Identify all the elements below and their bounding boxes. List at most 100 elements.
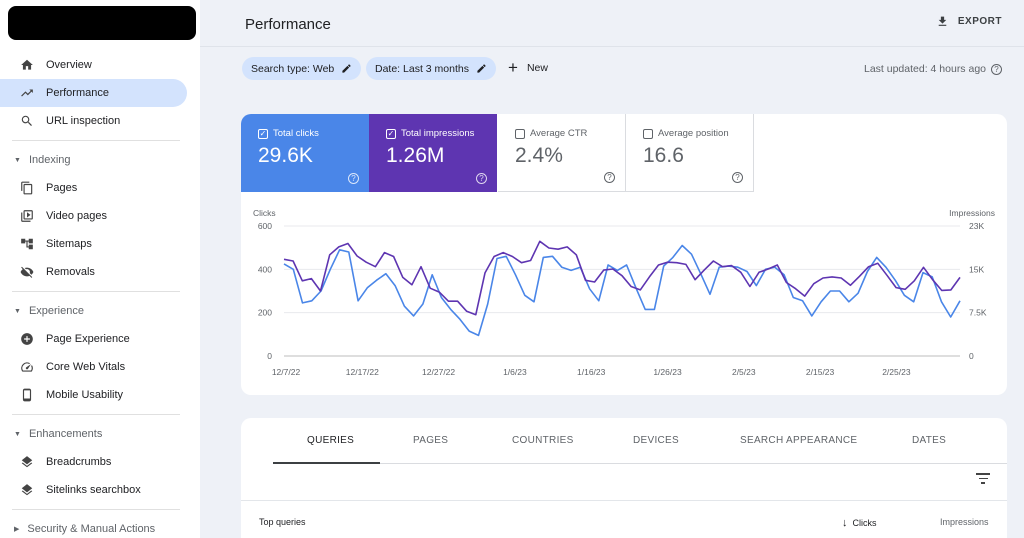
chip-label: Search type: Web <box>251 62 335 75</box>
x-axis-tick-label: 12/7/22 <box>272 367 301 377</box>
sidebar-item-breadcrumbs[interactable]: Breadcrumbs <box>0 448 200 476</box>
caret-down-icon: ▼ <box>14 156 21 164</box>
pencil-icon <box>477 64 486 73</box>
results-tabs: QUERIES PAGES COUNTRIES DEVICES SEARCH A… <box>241 418 1007 464</box>
tab-devices[interactable]: DEVICES <box>633 435 680 446</box>
header-divider <box>200 46 1024 47</box>
chip-label: Date: Last 3 months <box>375 62 469 75</box>
sidebar-item-performance[interactable]: Performance <box>0 79 187 107</box>
search-icon <box>20 114 34 128</box>
section-security[interactable]: ▶ Security & Manual Actions <box>0 515 200 538</box>
sidebar-item-page-experience[interactable]: Page Experience <box>0 325 200 353</box>
x-axis-tick-label: 2/15/23 <box>806 367 835 377</box>
help-icon[interactable]: ? <box>348 173 359 184</box>
help-icon[interactable]: ? <box>476 173 487 184</box>
sidebar-divider <box>12 509 180 510</box>
phone-icon <box>20 388 34 402</box>
right-axis-title: Impressions <box>949 208 995 218</box>
layers-icon <box>20 455 34 469</box>
sidebar-item-overview[interactable]: Overview <box>0 51 200 79</box>
x-axis-tick-label: 1/16/23 <box>577 367 606 377</box>
left-axis-tick-label: 600 <box>258 221 272 231</box>
sidebar-item-core-web-vitals[interactable]: Core Web Vitals <box>0 353 200 381</box>
x-axis-tick-label: 1/6/23 <box>503 367 527 377</box>
metric-total-clicks[interactable]: ✓ Total clicks 29.6K ? <box>241 114 369 192</box>
page-experience-icon <box>20 332 34 346</box>
series-line-impressions <box>283 240 961 316</box>
sidebar: Overview Performance URL inspection ▼ In… <box>0 0 200 538</box>
tab-search-appearance[interactable]: SEARCH APPEARANCE <box>740 435 858 446</box>
metric-label: Average CTR <box>530 128 588 139</box>
metric-total-impressions[interactable]: ✓ Total impressions 1.26M ? <box>369 114 497 192</box>
export-button[interactable]: EXPORT <box>936 15 1002 28</box>
caret-right-icon: ▶ <box>14 526 20 533</box>
metric-average-ctr[interactable]: Average CTR 2.4% ? <box>498 114 626 192</box>
removals-icon <box>20 265 34 279</box>
sidebar-item-sitelinks-searchbox[interactable]: Sitelinks searchbox <box>0 476 200 504</box>
help-icon[interactable]: ? <box>991 63 1002 75</box>
section-title: Security & Manual Actions <box>27 523 156 535</box>
left-axis-title: Clicks <box>253 208 276 218</box>
trending-icon <box>20 86 34 100</box>
new-filter-button[interactable]: + New <box>508 58 548 77</box>
sidebar-item-removals[interactable]: Removals <box>0 258 200 286</box>
tab-dates[interactable]: DATES <box>912 435 947 446</box>
checkbox-unchecked-icon[interactable] <box>643 128 653 139</box>
metric-value: 1.26M <box>386 144 445 167</box>
sidebar-divider <box>12 414 180 415</box>
x-axis-tick-label: 1/26/23 <box>653 367 682 377</box>
sidebar-item-mobile-usability[interactable]: Mobile Usability <box>0 381 200 409</box>
sitemap-icon <box>20 237 34 251</box>
section-experience[interactable]: ▼ Experience <box>0 297 200 325</box>
video-pages-icon <box>20 209 34 223</box>
column-header-impressions[interactable]: Impressions <box>940 517 989 527</box>
right-axis-tick-label: 7.5K <box>969 308 987 318</box>
sidebar-item-label: Mobile Usability <box>46 389 124 401</box>
export-label: EXPORT <box>957 16 1002 27</box>
tab-pages[interactable]: PAGES <box>413 435 449 446</box>
section-title: Experience <box>28 305 84 317</box>
sidebar-nav: Overview Performance URL inspection ▼ In… <box>0 51 200 538</box>
caret-down-icon: ▼ <box>14 430 21 438</box>
column-header-clicks[interactable]: ↓ Clicks <box>842 517 877 529</box>
section-indexing[interactable]: ▼ Indexing <box>0 146 200 174</box>
right-axis-tick-label: 15K <box>969 264 984 274</box>
checkbox-checked-icon[interactable]: ✓ <box>258 128 268 139</box>
metric-value: 2.4% <box>515 144 563 167</box>
sidebar-item-label: Breadcrumbs <box>46 456 112 468</box>
metric-label: Total impressions <box>401 128 475 139</box>
sidebar-item-label: URL inspection <box>46 115 121 127</box>
date-filter-chip[interactable]: Date: Last 3 months <box>366 57 496 80</box>
metric-average-position[interactable]: Average position 16.6 ? <box>626 114 754 192</box>
sidebar-item-url-inspection[interactable]: URL inspection <box>0 107 200 135</box>
section-enhancements[interactable]: ▼ Enhancements <box>0 420 200 448</box>
x-axis-tick-label: 2/5/23 <box>732 367 756 377</box>
column-header-top-queries[interactable]: Top queries <box>259 517 306 527</box>
redacted-property-selector[interactable] <box>8 6 196 40</box>
left-axis-tick-label: 200 <box>258 308 272 318</box>
tab-countries[interactable]: COUNTRIES <box>512 435 574 446</box>
tab-queries[interactable]: QUERIES <box>307 435 355 446</box>
metric-value: 29.6K <box>258 144 313 167</box>
sidebar-item-label: Pages <box>46 182 78 194</box>
sidebar-item-label: Page Experience <box>46 333 130 345</box>
sidebar-item-video-pages[interactable]: Video pages <box>0 202 200 230</box>
left-axis-tick-label: 0 <box>267 351 272 361</box>
table-header-divider <box>241 500 1007 501</box>
sidebar-item-pages[interactable]: Pages <box>0 174 200 202</box>
checkbox-checked-icon[interactable]: ✓ <box>386 128 396 139</box>
help-icon[interactable]: ? <box>604 172 615 183</box>
search-type-filter-chip[interactable]: Search type: Web <box>242 57 362 80</box>
filter-icon[interactable] <box>976 473 990 485</box>
plus-icon: + <box>508 58 518 77</box>
left-axis-tick-label: 400 <box>258 264 272 274</box>
checkbox-unchecked-icon[interactable] <box>515 128 525 139</box>
x-axis-tick-label: 12/17/22 <box>346 367 379 377</box>
help-icon[interactable]: ? <box>732 172 743 183</box>
sidebar-item-label: Removals <box>46 266 95 278</box>
performance-chart-card: ✓ Total clicks 29.6K ? ✓ Total impressions… <box>241 114 1007 395</box>
sidebar-item-sitemaps[interactable]: Sitemaps <box>0 230 200 258</box>
layers-icon <box>20 483 34 497</box>
sidebar-divider <box>12 291 180 292</box>
